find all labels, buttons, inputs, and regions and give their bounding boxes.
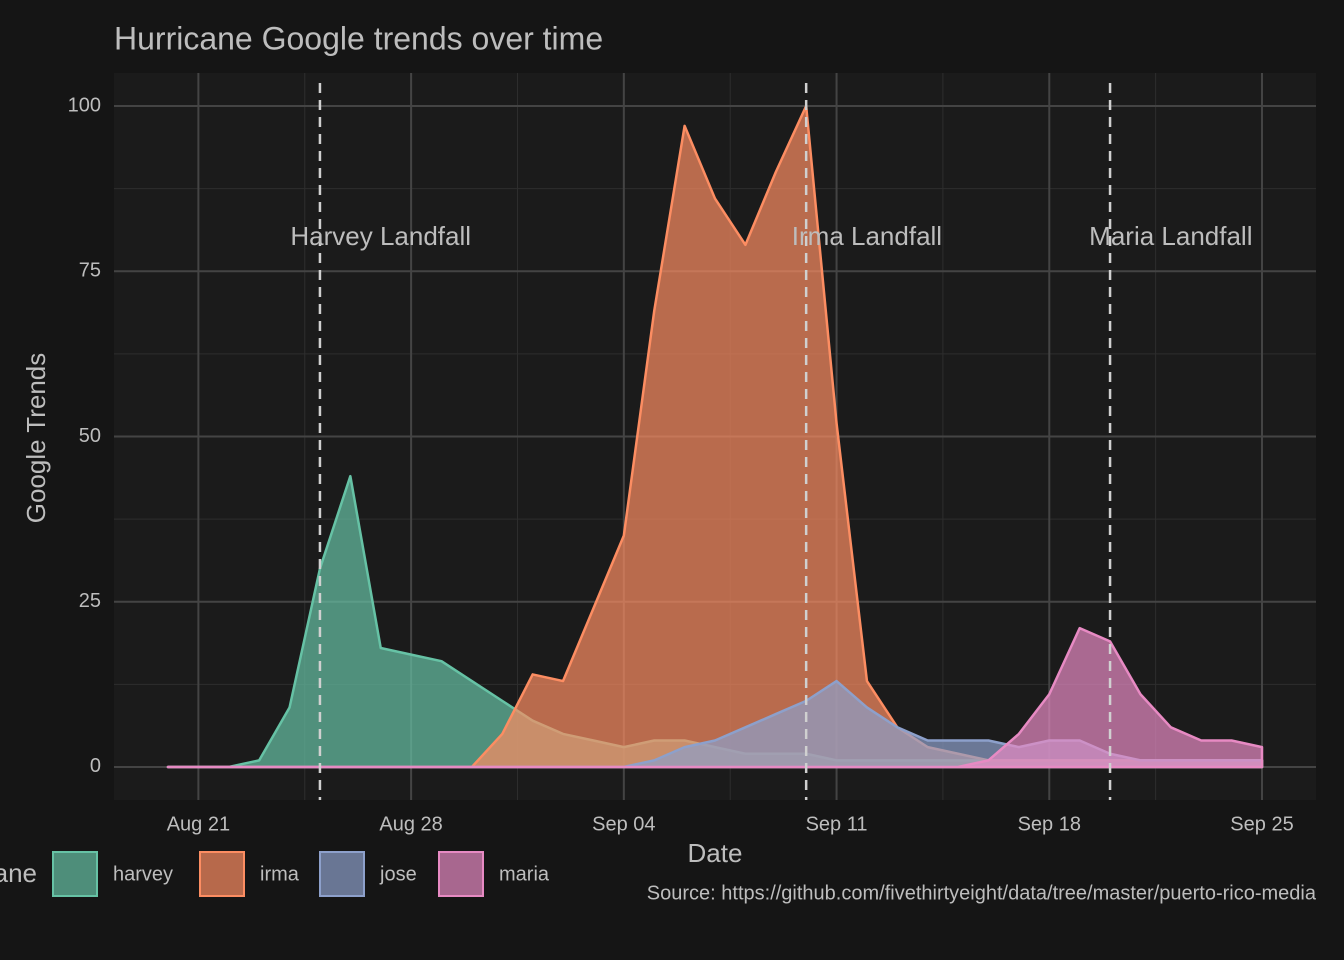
legend-label: maria (499, 863, 550, 885)
x-tick-label: Sep 11 (806, 813, 868, 835)
annotation: Maria Landfall (1089, 221, 1252, 251)
x-tick-label: Sep 18 (1018, 813, 1081, 835)
legend-key (438, 851, 484, 897)
x-tick-label: Sep 25 (1230, 813, 1293, 835)
legend-label: irma (260, 863, 300, 885)
legend-label: jose (379, 863, 417, 885)
y-axis-title: Google Trends (21, 353, 51, 524)
y-tick-label: 0 (90, 755, 101, 777)
y-tick-label: 50 (79, 425, 101, 447)
x-tick-label: Aug 21 (167, 813, 230, 835)
y-tick-label: 25 (79, 590, 101, 612)
annotation: Irma Landfall (792, 221, 942, 251)
y-tick-label: 75 (79, 260, 101, 282)
legend-key (199, 851, 245, 897)
y-tick-label: 100 (68, 94, 101, 116)
caption: Source: https://github.com/fivethirtyeig… (647, 882, 1317, 904)
chart-title: Hurricane Google trends over time (114, 20, 603, 56)
x-tick-label: Sep 04 (592, 813, 655, 835)
x-axis-title: Date (688, 838, 743, 868)
legend-key (52, 851, 98, 897)
annotation: Harvey Landfall (290, 221, 471, 251)
area (166, 626, 1264, 769)
legend-key (319, 851, 365, 897)
x-tick-label: Aug 28 (379, 813, 442, 835)
legend-title: hurricane (0, 858, 37, 888)
legend-label: harvey (113, 863, 173, 885)
